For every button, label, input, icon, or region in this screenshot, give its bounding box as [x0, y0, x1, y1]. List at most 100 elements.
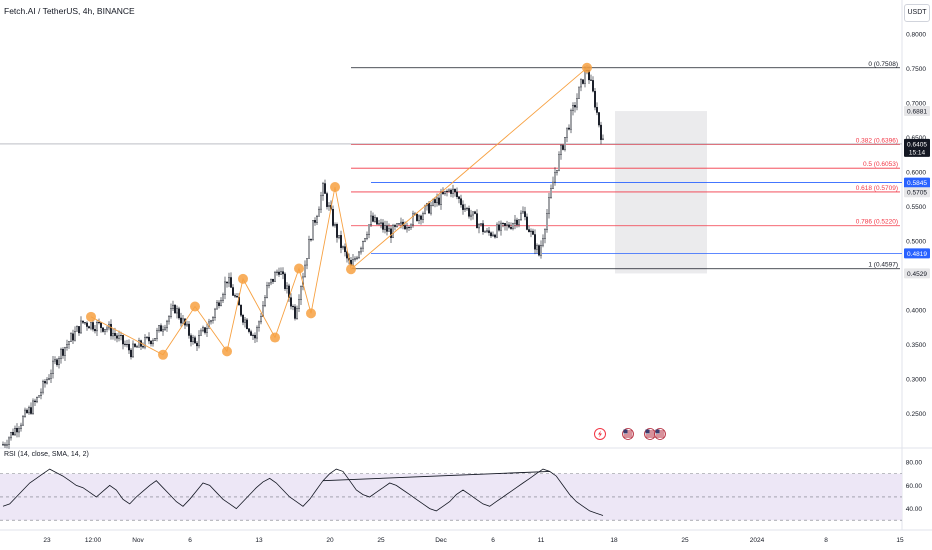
price-tick-label: 0.6500: [906, 135, 926, 142]
candle-body: [229, 277, 232, 288]
candle-body: [95, 322, 98, 332]
candle-body: [594, 90, 597, 108]
candle-body: [231, 287, 234, 296]
candle-body: [332, 208, 335, 226]
time-tick-label: 18: [610, 537, 618, 544]
candle-body: [239, 304, 242, 316]
candle-body: [24, 409, 27, 417]
candle-body: [264, 297, 267, 307]
candle-body: [280, 271, 283, 275]
price-tick-label: 0.3500: [906, 342, 926, 349]
candle-body: [34, 400, 37, 403]
zigzag-line: [90, 67, 588, 356]
time-tick-label: Dec: [435, 537, 447, 544]
candle-body: [85, 322, 88, 327]
price-tick-label: 0.4000: [906, 307, 926, 314]
candle-body: [205, 328, 208, 333]
candle-body: [602, 138, 605, 140]
candle-body: [412, 213, 415, 226]
currency-button[interactable]: USDT: [904, 4, 930, 22]
time-tick-label: 12:00: [85, 537, 102, 544]
candle-body: [81, 320, 84, 323]
candle-body: [458, 196, 461, 199]
candle-body: [322, 183, 325, 197]
price-axis-label-bg: [904, 177, 930, 188]
candle-body: [430, 205, 433, 214]
candle-body: [3, 444, 6, 446]
candle-body: [568, 127, 571, 130]
candle-body: [304, 264, 307, 278]
zigzag-pivot-marker: [270, 332, 280, 343]
candle-body: [60, 348, 63, 359]
candle-body: [420, 215, 423, 220]
candle-body: [336, 224, 339, 238]
candle-body: [470, 214, 473, 217]
candle-body: [562, 145, 565, 150]
candle-body: [406, 227, 409, 230]
candle-body: [380, 222, 383, 224]
candle-body: [404, 225, 407, 230]
countdown-label: 15:14: [909, 149, 926, 156]
candle-body: [538, 245, 541, 256]
candle-body: [137, 340, 140, 348]
candle-body: [2, 444, 5, 446]
candle-body: [258, 321, 261, 328]
candle-body: [161, 329, 164, 332]
candle-body: [189, 335, 192, 343]
price-axis-label-bg: [904, 268, 930, 279]
time-tick-label: 8: [824, 537, 828, 544]
candle-body: [496, 224, 499, 238]
candle-body: [125, 344, 128, 346]
candle-body: [484, 231, 487, 233]
price-axis-label: 0.4529: [907, 271, 927, 278]
price-axis-label: 0.5705: [907, 190, 927, 197]
rsi-title: RSI (14, close, SMA, 14, 2): [4, 451, 89, 458]
candle-body: [510, 227, 513, 229]
candle-body: [203, 327, 206, 333]
candle-body: [386, 225, 389, 232]
candle-body: [502, 222, 505, 224]
candle-body: [432, 199, 435, 206]
candle-body: [598, 112, 601, 126]
candle-body: [179, 317, 182, 324]
candle-body: [278, 271, 281, 275]
candle-body: [83, 322, 86, 324]
candle-body: [44, 381, 47, 384]
price-tick-label: 0.5000: [906, 238, 926, 245]
candle-body: [292, 306, 295, 308]
candle-body: [416, 213, 419, 221]
candle-body: [446, 190, 449, 192]
candle-body: [436, 197, 439, 204]
candle-body: [185, 323, 188, 326]
candle-body: [434, 199, 437, 204]
candle-body: [508, 224, 511, 228]
candle-body: [392, 225, 395, 238]
rsi-tick-label: 60.00: [906, 483, 923, 490]
candle-body: [482, 223, 485, 232]
candle-body: [410, 224, 413, 228]
time-tick-label: 13: [255, 537, 263, 544]
candle-body: [221, 294, 224, 301]
candle-body: [26, 409, 29, 414]
candle-body: [155, 330, 158, 339]
price-axis-label-bg: [904, 138, 930, 157]
candle-body: [520, 212, 523, 221]
candle-body: [550, 188, 553, 198]
us-flag-canton: [655, 429, 660, 434]
candle-body: [396, 223, 399, 227]
candle-body: [22, 416, 25, 426]
time-tick-label: 20: [326, 537, 334, 544]
candle-body: [472, 211, 475, 216]
price-axis-label: 0.4819: [907, 251, 927, 258]
candle-body: [486, 230, 489, 232]
candle-body: [282, 271, 285, 275]
candle-body: [13, 428, 16, 436]
candle-body: [62, 348, 65, 356]
candle-body: [580, 79, 583, 88]
time-tick-label: 25: [681, 537, 689, 544]
candle-body: [215, 302, 218, 310]
zigzag-pivot-marker: [294, 263, 304, 274]
candle-body: [516, 219, 519, 225]
